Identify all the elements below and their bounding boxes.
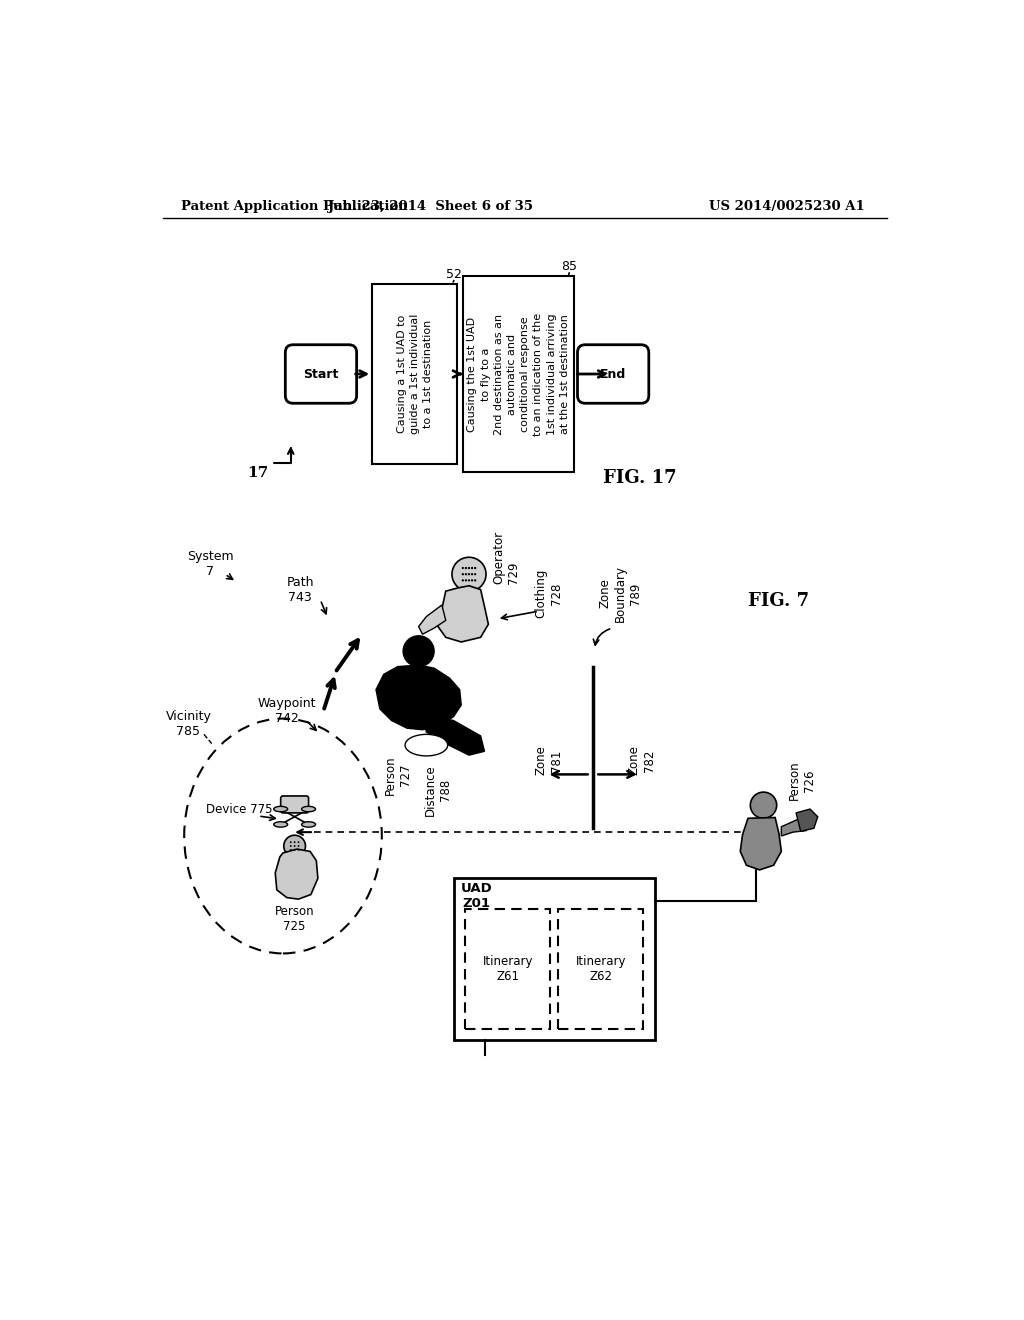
Polygon shape <box>275 849 317 899</box>
Text: Zone
781: Zone 781 <box>535 746 563 775</box>
Circle shape <box>474 579 476 582</box>
Text: UAD
Z01: UAD Z01 <box>461 882 493 909</box>
Circle shape <box>462 579 464 582</box>
Circle shape <box>298 849 299 851</box>
Circle shape <box>474 573 476 576</box>
Text: Person
725: Person 725 <box>274 906 314 933</box>
Bar <box>454 878 655 1040</box>
Polygon shape <box>376 665 461 730</box>
Text: Itinerary
Z61: Itinerary Z61 <box>482 954 534 983</box>
Bar <box>463 276 574 471</box>
Text: Person
726: Person 726 <box>788 760 816 800</box>
Circle shape <box>403 636 434 667</box>
Circle shape <box>290 841 292 843</box>
Circle shape <box>471 573 473 576</box>
Circle shape <box>298 845 299 847</box>
Circle shape <box>465 566 467 569</box>
Circle shape <box>290 849 292 851</box>
Polygon shape <box>740 817 781 870</box>
Circle shape <box>468 566 470 569</box>
Text: Clothing
728: Clothing 728 <box>535 569 563 618</box>
Circle shape <box>452 557 486 591</box>
Text: Person
727: Person 727 <box>384 755 412 795</box>
Ellipse shape <box>302 807 315 812</box>
Circle shape <box>465 579 467 582</box>
Circle shape <box>462 573 464 576</box>
Text: Device 775: Device 775 <box>206 804 272 816</box>
Polygon shape <box>796 809 818 832</box>
Circle shape <box>294 845 296 847</box>
Circle shape <box>468 579 470 582</box>
Polygon shape <box>781 818 809 836</box>
Text: Itinerary
Z62: Itinerary Z62 <box>575 954 626 983</box>
Text: Start: Start <box>303 367 339 380</box>
Circle shape <box>284 836 305 857</box>
FancyBboxPatch shape <box>578 345 649 404</box>
Text: Operator
729: Operator 729 <box>493 531 520 583</box>
Text: Waypoint
742: Waypoint 742 <box>258 697 316 725</box>
Text: FIG. 17: FIG. 17 <box>603 469 676 487</box>
Circle shape <box>468 573 470 576</box>
Bar <box>558 909 643 1028</box>
Circle shape <box>751 792 776 818</box>
Text: Causing a 1st UAD to
guide a 1st individual
to a 1st destination: Causing a 1st UAD to guide a 1st individ… <box>396 314 433 434</box>
Ellipse shape <box>273 807 288 812</box>
Text: FIG. 7: FIG. 7 <box>749 593 810 610</box>
Circle shape <box>462 566 464 569</box>
Circle shape <box>471 566 473 569</box>
FancyBboxPatch shape <box>286 345 356 404</box>
Circle shape <box>290 845 292 847</box>
Text: 52: 52 <box>445 268 462 281</box>
Ellipse shape <box>302 822 315 828</box>
Bar <box>372 284 458 465</box>
Circle shape <box>294 841 296 843</box>
Text: 85: 85 <box>561 260 577 273</box>
Text: Causing the 1st UAD
to fly to a
2nd destination as an
automatic and
conditional : Causing the 1st UAD to fly to a 2nd dest… <box>467 313 569 436</box>
Text: System
7: System 7 <box>186 550 233 578</box>
Polygon shape <box>419 605 445 635</box>
Polygon shape <box>423 714 484 755</box>
Text: Zone
Boundary
789: Zone Boundary 789 <box>599 565 642 622</box>
Circle shape <box>294 849 296 851</box>
Text: Zone
782: Zone 782 <box>628 746 655 775</box>
Circle shape <box>471 579 473 582</box>
Polygon shape <box>438 586 488 642</box>
Text: 17: 17 <box>248 466 269 479</box>
Bar <box>465 909 550 1028</box>
Text: US 2014/0025230 A1: US 2014/0025230 A1 <box>710 199 865 213</box>
Text: Jan. 23, 2014  Sheet 6 of 35: Jan. 23, 2014 Sheet 6 of 35 <box>328 199 532 213</box>
Circle shape <box>465 573 467 576</box>
Circle shape <box>298 841 299 843</box>
FancyBboxPatch shape <box>281 796 308 813</box>
Text: End: End <box>600 367 627 380</box>
Ellipse shape <box>406 734 447 756</box>
Text: Distance
788: Distance 788 <box>424 764 452 816</box>
Circle shape <box>474 566 476 569</box>
Text: Patent Application Publication: Patent Application Publication <box>180 199 408 213</box>
Ellipse shape <box>273 822 288 828</box>
Text: Vicinity
785: Vicinity 785 <box>166 710 211 738</box>
Text: Path
743: Path 743 <box>287 576 313 603</box>
